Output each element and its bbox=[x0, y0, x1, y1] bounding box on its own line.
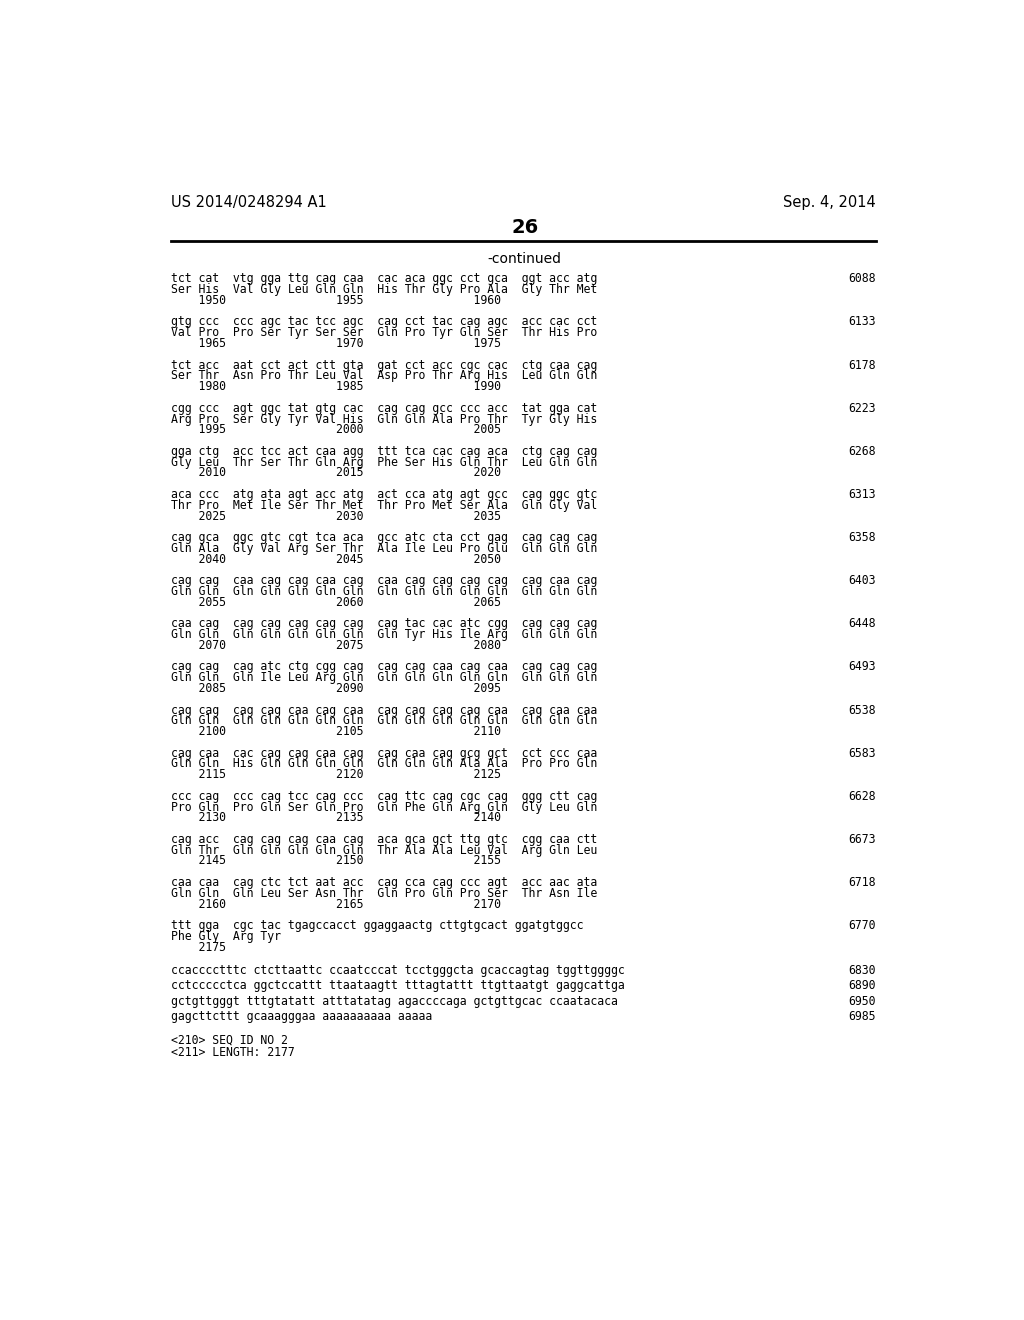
Text: Ser Thr  Asn Pro Thr Leu Val  Asp Pro Thr Arg His  Leu Gln Gln: Ser Thr Asn Pro Thr Leu Val Asp Pro Thr … bbox=[171, 370, 597, 383]
Text: cag caa  cac cag cag caa cag  cag caa cag gcg gct  cct ccc caa: cag caa cac cag cag caa cag cag caa cag … bbox=[171, 747, 597, 760]
Text: caa caa  cag ctc tct aat acc  cag cca cag ccc agt  acc aac ata: caa caa cag ctc tct aat acc cag cca cag … bbox=[171, 876, 597, 890]
Text: 6448: 6448 bbox=[848, 618, 876, 631]
Text: 6583: 6583 bbox=[848, 747, 876, 760]
Text: 2025                2030                2035: 2025 2030 2035 bbox=[171, 510, 501, 523]
Text: cag gca  ggc gtc cgt tca aca  gcc atc cta cct gag  cag cag cag: cag gca ggc gtc cgt tca aca gcc atc cta … bbox=[171, 531, 597, 544]
Text: 6950: 6950 bbox=[848, 995, 876, 1007]
Text: 6313: 6313 bbox=[848, 488, 876, 502]
Text: 26: 26 bbox=[511, 218, 539, 238]
Text: Gln Gln  Gln Gln Gln Gln Gln  Gln Gln Gln Gln Gln  Gln Gln Gln: Gln Gln Gln Gln Gln Gln Gln Gln Gln Gln … bbox=[171, 714, 597, 727]
Text: 2070                2075                2080: 2070 2075 2080 bbox=[171, 639, 501, 652]
Text: 1995                2000                2005: 1995 2000 2005 bbox=[171, 424, 501, 437]
Text: cag cag  caa cag cag caa cag  caa cag cag cag cag  cag caa cag: cag cag caa cag cag caa cag caa cag cag … bbox=[171, 574, 597, 587]
Text: aca ccc  atg ata agt acc atg  act cca atg agt gcc  cag ggc gtc: aca ccc atg ata agt acc atg act cca atg … bbox=[171, 488, 597, 502]
Text: 2085                2090                2095: 2085 2090 2095 bbox=[171, 682, 501, 696]
Text: 6358: 6358 bbox=[848, 531, 876, 544]
Text: 6538: 6538 bbox=[848, 704, 876, 717]
Text: <211> LENGTH: 2177: <211> LENGTH: 2177 bbox=[171, 1047, 294, 1059]
Text: cctccccctca ggctccattt ttaataagtt tttagtattt ttgttaatgt gaggcattga: cctccccctca ggctccattt ttaataagtt tttagt… bbox=[171, 979, 625, 993]
Text: 6985: 6985 bbox=[848, 1010, 876, 1023]
Text: Gln Gln  Gln Leu Ser Asn Thr  Gln Pro Gln Pro Ser  Thr Asn Ile: Gln Gln Gln Leu Ser Asn Thr Gln Pro Gln … bbox=[171, 887, 597, 900]
Text: 1980                1985                1990: 1980 1985 1990 bbox=[171, 380, 501, 393]
Text: cag acc  cag cag cag caa cag  aca gca gct ttg gtc  cgg caa ctt: cag acc cag cag cag caa cag aca gca gct … bbox=[171, 833, 597, 846]
Text: Arg Pro  Ser Gly Tyr Val His  Gln Gln Ala Pro Thr  Tyr Gly His: Arg Pro Ser Gly Tyr Val His Gln Gln Ala … bbox=[171, 412, 597, 425]
Text: cag cag  cag cag caa cag caa  cag cag cag cag caa  cag caa caa: cag cag cag cag caa cag caa cag cag cag … bbox=[171, 704, 597, 717]
Text: 2145                2150                2155: 2145 2150 2155 bbox=[171, 854, 501, 867]
Text: 2175: 2175 bbox=[171, 941, 225, 954]
Text: Gln Ala  Gly Val Arg Ser Thr  Ala Ile Leu Pro Glu  Gln Gln Gln: Gln Ala Gly Val Arg Ser Thr Ala Ile Leu … bbox=[171, 543, 597, 554]
Text: 6830: 6830 bbox=[848, 964, 876, 977]
Text: Gln Gln  His Gln Gln Gln Gln  Gln Gln Gln Ala Ala  Pro Pro Gln: Gln Gln His Gln Gln Gln Gln Gln Gln Gln … bbox=[171, 758, 597, 771]
Text: 2130                2135                2140: 2130 2135 2140 bbox=[171, 812, 501, 825]
Text: 6628: 6628 bbox=[848, 789, 876, 803]
Text: 1950                1955                1960: 1950 1955 1960 bbox=[171, 294, 501, 308]
Text: ccc cag  ccc cag tcc cag ccc  cag ttc cag cgc cag  ggg ctt cag: ccc cag ccc cag tcc cag ccc cag ttc cag … bbox=[171, 789, 597, 803]
Text: Gly Leu  Thr Ser Thr Gln Arg  Phe Ser His Gln Thr  Leu Gln Gln: Gly Leu Thr Ser Thr Gln Arg Phe Ser His … bbox=[171, 455, 597, 469]
Text: Thr Pro  Met Ile Ser Thr Met  Thr Pro Met Ser Ala  Gln Gly Val: Thr Pro Met Ile Ser Thr Met Thr Pro Met … bbox=[171, 499, 597, 512]
Text: 6718: 6718 bbox=[848, 876, 876, 890]
Text: gagcttcttt gcaaagggaa aaaaaaaaaa aaaaa: gagcttcttt gcaaagggaa aaaaaaaaaa aaaaa bbox=[171, 1010, 432, 1023]
Text: 6493: 6493 bbox=[848, 660, 876, 673]
Text: caa cag  cag cag cag cag cag  cag tac cac atc cgg  cag cag cag: caa cag cag cag cag cag cag cag tac cac … bbox=[171, 618, 597, 631]
Text: 2010                2015                2020: 2010 2015 2020 bbox=[171, 466, 501, 479]
Text: gtg ccc  ccc agc tac tcc agc  cag cct tac cag agc  acc cac cct: gtg ccc ccc agc tac tcc agc cag cct tac … bbox=[171, 315, 597, 329]
Text: tct acc  aat cct act ctt gta  gat cct acc cgc cac  ctg caa cag: tct acc aat cct act ctt gta gat cct acc … bbox=[171, 359, 597, 372]
Text: 2160                2165                2170: 2160 2165 2170 bbox=[171, 898, 501, 911]
Text: Val Pro  Pro Ser Tyr Ser Ser  Gln Pro Tyr Gln Ser  Thr His Pro: Val Pro Pro Ser Tyr Ser Ser Gln Pro Tyr … bbox=[171, 326, 597, 339]
Text: tct cat  vtg gga ttg cag caa  cac aca ggc cct gca  ggt acc atg: tct cat vtg gga ttg cag caa cac aca ggc … bbox=[171, 272, 597, 285]
Text: Sep. 4, 2014: Sep. 4, 2014 bbox=[783, 194, 876, 210]
Text: 2100                2105                2110: 2100 2105 2110 bbox=[171, 725, 501, 738]
Text: 6178: 6178 bbox=[848, 359, 876, 372]
Text: 2115                2120                2125: 2115 2120 2125 bbox=[171, 768, 501, 781]
Text: -continued: -continued bbox=[487, 252, 562, 267]
Text: 1965                1970                1975: 1965 1970 1975 bbox=[171, 337, 501, 350]
Text: Phe Gly  Arg Tyr: Phe Gly Arg Tyr bbox=[171, 929, 281, 942]
Text: 6223: 6223 bbox=[848, 401, 876, 414]
Text: Ser His  Val Gly Leu Gln Gln  His Thr Gly Pro Ala  Gly Thr Met: Ser His Val Gly Leu Gln Gln His Thr Gly … bbox=[171, 284, 597, 296]
Text: Gln Gln  Gln Gln Gln Gln Gln  Gln Tyr His Ile Arg  Gln Gln Gln: Gln Gln Gln Gln Gln Gln Gln Gln Tyr His … bbox=[171, 628, 597, 642]
Text: 6673: 6673 bbox=[848, 833, 876, 846]
Text: 6133: 6133 bbox=[848, 315, 876, 329]
Text: 2040                2045                2050: 2040 2045 2050 bbox=[171, 553, 501, 566]
Text: 2055                2060                2065: 2055 2060 2065 bbox=[171, 595, 501, 609]
Text: 6268: 6268 bbox=[848, 445, 876, 458]
Text: Gln Thr  Gln Gln Gln Gln Gln  Thr Ala Ala Leu Val  Arg Gln Leu: Gln Thr Gln Gln Gln Gln Gln Thr Ala Ala … bbox=[171, 843, 597, 857]
Text: 6403: 6403 bbox=[848, 574, 876, 587]
Text: Pro Gln  Pro Gln Ser Gln Pro  Gln Phe Gln Arg Gln  Gly Leu Gln: Pro Gln Pro Gln Ser Gln Pro Gln Phe Gln … bbox=[171, 800, 597, 813]
Text: 6088: 6088 bbox=[848, 272, 876, 285]
Text: <210> SEQ ID NO 2: <210> SEQ ID NO 2 bbox=[171, 1034, 288, 1047]
Text: cgg ccc  agt ggc tat gtg cac  cag cag gcc ccc acc  tat gga cat: cgg ccc agt ggc tat gtg cac cag cag gcc … bbox=[171, 401, 597, 414]
Text: ccacccctttc ctcttaattc ccaatcccat tcctgggcta gcaccagtag tggttggggc: ccacccctttc ctcttaattc ccaatcccat tcctgg… bbox=[171, 964, 625, 977]
Text: US 2014/0248294 A1: US 2014/0248294 A1 bbox=[171, 194, 327, 210]
Text: Gln Gln  Gln Ile Leu Arg Gln  Gln Gln Gln Gln Gln  Gln Gln Gln: Gln Gln Gln Ile Leu Arg Gln Gln Gln Gln … bbox=[171, 671, 597, 684]
Text: Gln Gln  Gln Gln Gln Gln Gln  Gln Gln Gln Gln Gln  Gln Gln Gln: Gln Gln Gln Gln Gln Gln Gln Gln Gln Gln … bbox=[171, 585, 597, 598]
Text: ttt gga  cgc tac tgagccacct ggaggaactg cttgtgcact ggatgtggcc: ttt gga cgc tac tgagccacct ggaggaactg ct… bbox=[171, 919, 583, 932]
Text: gctgttgggt tttgtatatt atttatatag agaccccaga gctgttgcac ccaatacaca: gctgttgggt tttgtatatt atttatatag agacccc… bbox=[171, 995, 617, 1007]
Text: 6890: 6890 bbox=[848, 979, 876, 993]
Text: gga ctg  acc tcc act caa agg  ttt tca cac cag aca  ctg cag cag: gga ctg acc tcc act caa agg ttt tca cac … bbox=[171, 445, 597, 458]
Text: 6770: 6770 bbox=[848, 919, 876, 932]
Text: cag cag  cag atc ctg cgg cag  cag cag caa cag caa  cag cag cag: cag cag cag atc ctg cgg cag cag cag caa … bbox=[171, 660, 597, 673]
